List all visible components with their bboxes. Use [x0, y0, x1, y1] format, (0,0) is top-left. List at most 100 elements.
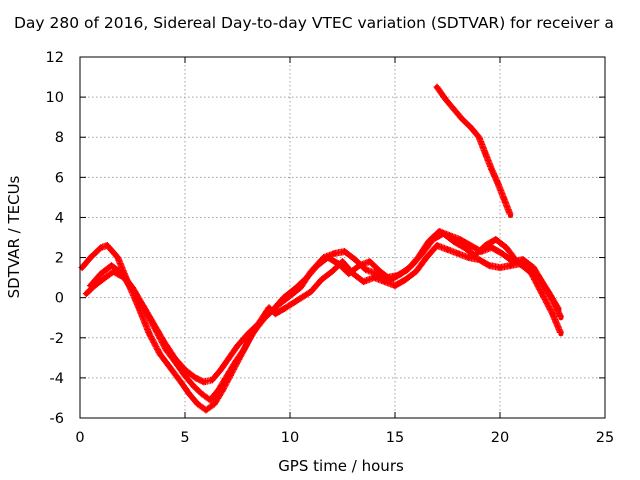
data-point: [108, 262, 115, 269]
data-point: [402, 277, 409, 283]
data-point: [161, 339, 167, 345]
data-point: [465, 254, 472, 261]
data-point: [211, 401, 217, 407]
data-point: [140, 303, 146, 309]
y-tick-label: 2: [55, 251, 64, 267]
y-tick-label: -4: [50, 371, 64, 387]
x-tick-label: 15: [386, 430, 404, 446]
data-point: [192, 375, 199, 381]
data-point: [150, 321, 157, 327]
data-point: [363, 266, 369, 273]
data-point: [468, 242, 474, 249]
data-point: [203, 407, 209, 413]
data-point: [87, 283, 94, 289]
data-point: [182, 373, 188, 379]
data-point: [381, 279, 388, 285]
data-point: [549, 311, 556, 317]
y-axis-label: SDTVAR / TECUs: [5, 175, 23, 298]
data-point: [98, 271, 104, 277]
data-point: [129, 285, 136, 291]
data-series: [78, 83, 564, 414]
x-tick-label: 10: [281, 430, 299, 446]
data-point: [178, 379, 184, 385]
data-point: [224, 373, 230, 379]
data-points: [87, 229, 562, 386]
y-tick-label: 6: [55, 170, 64, 186]
y-tick-label: 8: [55, 130, 64, 146]
data-point: [497, 264, 503, 271]
data-point: [98, 244, 104, 251]
data-point: [226, 355, 232, 361]
data-point: [308, 289, 314, 295]
data-point: [79, 264, 85, 271]
data-point: [304, 275, 310, 281]
data-point: [367, 258, 373, 265]
data-points: [82, 227, 564, 404]
data-point: [524, 266, 530, 273]
data-point: [335, 260, 341, 267]
data-point: [482, 150, 488, 156]
data-point: [489, 244, 495, 251]
data-point: [104, 242, 110, 249]
data-point: [556, 307, 562, 313]
data-point: [531, 264, 537, 271]
x-tick-label: 25: [596, 430, 614, 446]
data-point: [346, 271, 352, 277]
data-point: [455, 250, 461, 257]
data-point: [444, 246, 451, 253]
data-point: [241, 347, 247, 353]
data-point: [434, 84, 440, 90]
series-track-4: [433, 83, 514, 219]
data-point: [507, 262, 514, 269]
data-point: [451, 238, 457, 245]
data-point: [209, 377, 215, 383]
plot-frame: [79, 56, 606, 419]
y-tick-label: -2: [50, 331, 64, 347]
data-point: [507, 212, 514, 219]
data-point: [216, 387, 222, 393]
data-point: [499, 250, 505, 257]
data-point: [377, 268, 383, 275]
data-point: [295, 297, 301, 303]
data-point: [325, 254, 331, 261]
data-point: [468, 124, 474, 130]
data-point: [520, 256, 526, 263]
data-point: [476, 134, 482, 140]
data-point: [539, 291, 545, 297]
data-point: [356, 262, 362, 269]
data-point: [558, 315, 564, 321]
data-point: [102, 275, 108, 281]
data-point: [360, 279, 367, 285]
data-point: [270, 307, 276, 313]
data-points: [433, 83, 514, 218]
x-tick-label: 0: [75, 430, 84, 446]
data-point: [423, 254, 430, 261]
y-tick-label: 12: [46, 50, 64, 66]
data-point: [535, 273, 541, 279]
y-tick-label: 4: [55, 210, 64, 226]
data-point: [281, 295, 287, 301]
data-point: [442, 96, 448, 102]
data-point: [440, 230, 446, 237]
y-tick-label: 10: [46, 90, 64, 106]
data-point: [545, 289, 551, 295]
data-point: [314, 262, 320, 269]
grid: [80, 57, 605, 418]
data-point: [342, 248, 348, 255]
data-point: [489, 166, 495, 172]
data-point: [472, 252, 478, 259]
data-point: [87, 254, 94, 261]
data-point: [459, 116, 465, 122]
series-track-3: [87, 229, 562, 386]
data-point: [558, 331, 564, 337]
data-point: [245, 331, 251, 337]
data-point: [157, 351, 163, 357]
data-point: [218, 367, 224, 373]
data-point: [119, 271, 125, 277]
y-tick-label: 0: [55, 291, 64, 307]
data-point: [503, 244, 509, 251]
data-point: [182, 367, 188, 373]
data-point: [199, 391, 205, 397]
data-point: [371, 275, 377, 281]
data-point: [186, 391, 192, 397]
